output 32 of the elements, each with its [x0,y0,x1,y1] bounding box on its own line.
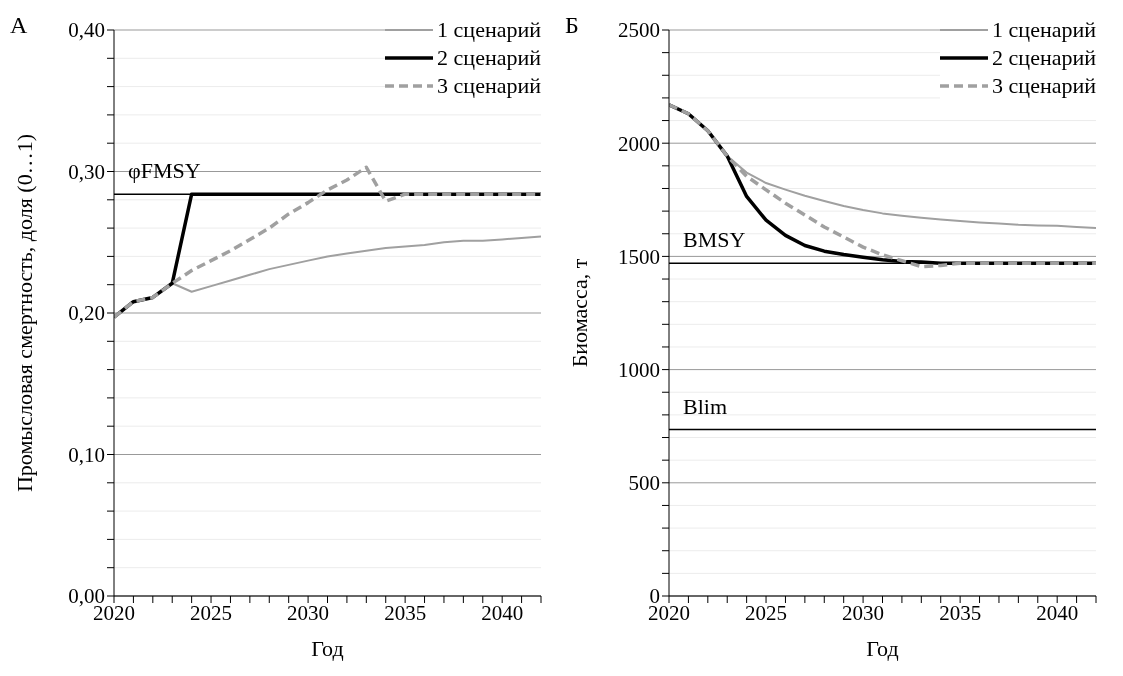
y-tick-label: 0,10 [68,442,105,467]
x-tick-label: 2030 [287,600,330,625]
y-tick-label: 1500 [618,244,660,269]
ref-line-label: φFMSY [128,158,201,184]
y-axis-title: Промысловая смертность, доля (0…1) [11,133,37,493]
x-tick-label: 2040 [481,600,524,625]
y-tick-label: 2000 [618,131,660,156]
x-tick-label: 2035 [939,600,982,625]
y-tick-label: 500 [628,471,660,496]
y-tick-label: 1000 [618,358,660,383]
legend-label: 3 сценарий [992,73,1096,99]
legend-label: 1 сценарий [437,17,541,43]
ref-line-label: BMSY [683,227,746,253]
x-tick-label: 2035 [384,600,427,625]
legend-label: 2 сценарий [992,45,1096,71]
legend-label: 2 сценарий [437,45,541,71]
x-axis-title: Год [311,636,344,661]
x-tick-label: 2025 [190,600,233,625]
ref-line-label: Blim [683,393,728,419]
chart-title: Б [565,12,579,39]
y-tick-label: 0,40 [68,18,105,43]
y-tick-label: 0,20 [68,301,105,326]
y-tick-label: 0,30 [68,159,105,184]
y-axis-title: Биомасса, т [566,258,592,368]
x-axis-title: Год [866,636,899,661]
legend-label: 1 сценарий [992,17,1096,43]
x-tick-label: 2040 [1036,600,1079,625]
chart-title: А [10,12,28,39]
legend-label: 3 сценарий [437,73,541,99]
x-tick-label: 2030 [842,600,885,625]
x-tick-label: 2025 [745,600,788,625]
y-tick-label: 2500 [618,18,660,43]
